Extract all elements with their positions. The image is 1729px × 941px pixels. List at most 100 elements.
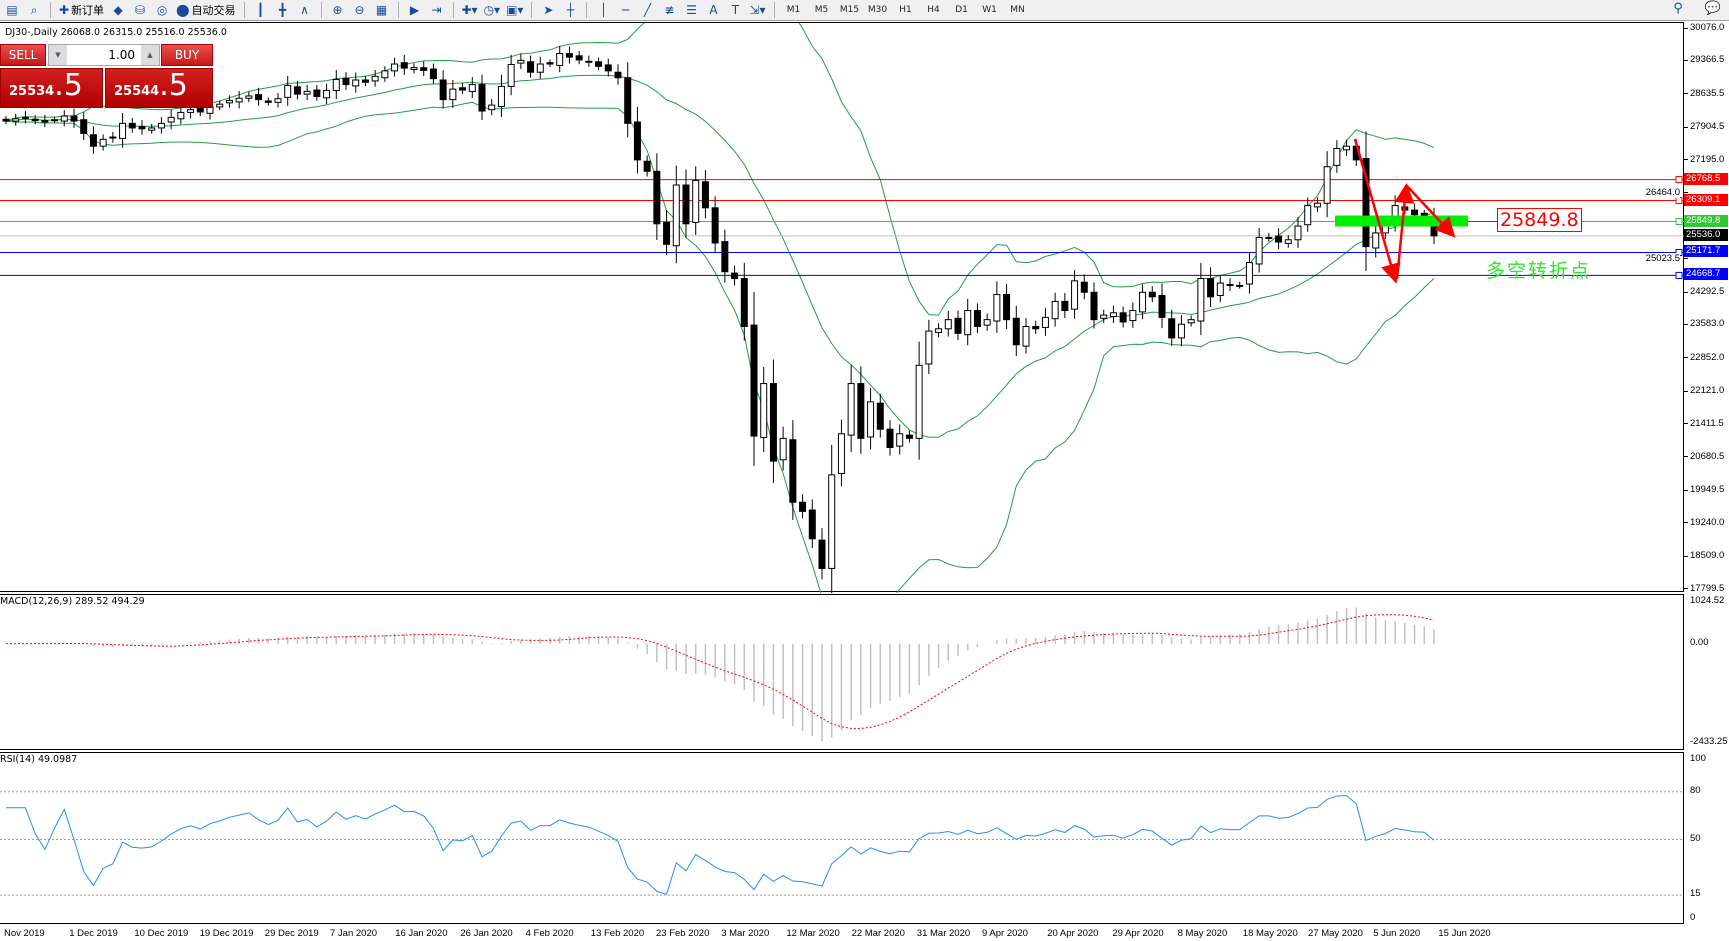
templates-button[interactable]: ▣▾ bbox=[504, 1, 525, 20]
new-chart-button[interactable]: ▤ bbox=[2, 1, 22, 20]
price-axis-tick bbox=[1684, 27, 1688, 29]
bullish-candle-body bbox=[187, 109, 195, 113]
bullish-candle-body bbox=[352, 79, 360, 87]
crosshair-button[interactable]: ┼ bbox=[560, 1, 580, 20]
bearish-candle-body bbox=[342, 77, 350, 86]
vertical-line-button[interactable]: │ bbox=[593, 1, 613, 20]
buy-button[interactable]: BUY bbox=[161, 44, 213, 66]
text-button[interactable]: A bbox=[703, 1, 723, 20]
candle bbox=[51, 116, 59, 124]
candle bbox=[468, 77, 476, 99]
candle bbox=[876, 393, 884, 438]
autoscroll-button[interactable]: ▶ bbox=[405, 1, 425, 20]
text-label-button[interactable]: T bbox=[725, 1, 745, 20]
chat-icon[interactable]: 💬 bbox=[1704, 1, 1721, 16]
candle bbox=[128, 118, 136, 133]
bearish-candle-body bbox=[80, 119, 88, 134]
zoom-in-button[interactable]: ⊕ bbox=[328, 1, 348, 20]
candlestick-button[interactable]: ╋ bbox=[273, 1, 293, 20]
metaeditor-button[interactable]: ◆ bbox=[108, 1, 128, 20]
candle bbox=[1022, 318, 1030, 354]
arrows-button[interactable]: ⇲▾ bbox=[747, 1, 767, 20]
cursor-button[interactable]: ➤ bbox=[538, 1, 558, 20]
timeframe-m15[interactable]: M15 bbox=[839, 5, 860, 15]
bullish-candle-body bbox=[915, 364, 923, 439]
indicators-button[interactable]: ✚▾ bbox=[460, 1, 480, 20]
bar-chart-button[interactable]: ┃ bbox=[251, 1, 271, 20]
equidistant-channel-button[interactable]: ≢ bbox=[659, 1, 679, 20]
timeframe-w1[interactable]: W1 bbox=[982, 5, 997, 15]
macd-pane[interactable]: MACD(12,26,9) 289.52 494.29 bbox=[0, 594, 1684, 750]
price-axis-label: 25023.5 bbox=[1634, 252, 1680, 264]
timeframe-mn[interactable]: MN bbox=[1010, 5, 1025, 15]
price-axis-label: 22121.0 bbox=[1690, 385, 1725, 397]
signal-icon: ◎ bbox=[156, 3, 168, 17]
candle bbox=[313, 85, 321, 101]
auto-trading-button[interactable]: ⬤ 自动交易 bbox=[174, 1, 237, 20]
bullish-candle-body bbox=[1284, 239, 1292, 244]
timeframe-m5[interactable]: M5 bbox=[814, 5, 829, 15]
bearish-candle-body bbox=[1411, 209, 1419, 216]
trendline-button[interactable]: ╱ bbox=[637, 1, 657, 20]
bearish-candle-body bbox=[439, 79, 447, 101]
candle bbox=[1207, 267, 1215, 308]
line-chart-button[interactable]: ∧ bbox=[295, 1, 315, 20]
candle bbox=[1041, 308, 1049, 336]
volume-increase-button[interactable]: ▲ bbox=[141, 45, 159, 65]
pivot-annotation-text[interactable]: 多空转折点 bbox=[1486, 260, 1592, 282]
candle bbox=[585, 55, 593, 67]
level-price-tag: 25171.7 bbox=[1684, 245, 1728, 258]
horizontal-line-button[interactable]: ─ bbox=[615, 1, 635, 20]
candle bbox=[692, 166, 700, 236]
fibonacci-button[interactable]: ☰ bbox=[681, 1, 701, 20]
zoom-search-button[interactable]: ⌕ bbox=[24, 1, 44, 20]
bullish-candle-body bbox=[99, 138, 107, 147]
bearish-candle-body bbox=[1362, 158, 1370, 248]
candle bbox=[148, 123, 156, 134]
bullish-candle-body bbox=[1294, 225, 1302, 241]
timeframe-d1[interactable]: D1 bbox=[955, 5, 968, 15]
bearish-candle-body bbox=[663, 221, 671, 245]
bearish-candle-body bbox=[731, 272, 739, 280]
new-order-button[interactable]: ✚ 新订单 bbox=[57, 1, 106, 20]
bullish-candle-body bbox=[536, 63, 544, 73]
zoom-out-button[interactable]: ⊖ bbox=[350, 1, 370, 20]
candle bbox=[944, 311, 952, 337]
candle bbox=[361, 75, 369, 87]
candle bbox=[420, 61, 428, 77]
toolbar-separator bbox=[320, 2, 322, 18]
buy-price-button[interactable]: 25544.5 bbox=[105, 68, 213, 108]
candle bbox=[633, 106, 641, 174]
timeframe-h4[interactable]: H4 bbox=[927, 5, 940, 15]
toolbar-label: 新订单 bbox=[71, 4, 105, 17]
signal-button[interactable]: ◎ bbox=[152, 1, 172, 20]
candle bbox=[1275, 228, 1283, 250]
search-icon[interactable]: ⚲ bbox=[1673, 1, 1683, 16]
bullish-candle-body bbox=[235, 97, 243, 103]
rsi-axis-label: 15 bbox=[1690, 888, 1701, 900]
timeframe-h1[interactable]: H1 bbox=[899, 5, 912, 15]
chart-shift-button[interactable]: ⇥ bbox=[427, 1, 447, 20]
candle bbox=[527, 55, 535, 78]
main-chart-pane[interactable] bbox=[0, 22, 1684, 593]
bearish-candle-body bbox=[643, 160, 651, 172]
candle bbox=[1090, 282, 1098, 329]
rsi-pane[interactable]: RSI(14) 49.0987 bbox=[0, 752, 1684, 924]
price-annotation-box[interactable]: 25849.8 bbox=[1497, 208, 1582, 232]
sell-price-button[interactable]: 25534.5 bbox=[0, 68, 103, 108]
candle bbox=[721, 229, 729, 283]
sell-button[interactable]: SELL bbox=[0, 44, 46, 66]
timeframe-m1[interactable]: M1 bbox=[786, 5, 801, 15]
rsi-title: RSI(14) 49.0987 bbox=[0, 754, 78, 765]
tile-windows-button[interactable]: ▦ bbox=[372, 1, 392, 20]
bearish-candle-body bbox=[595, 61, 603, 67]
bearish-candle-body bbox=[799, 501, 807, 512]
timeframe-m30[interactable]: M30 bbox=[867, 5, 888, 15]
volume-decrease-button[interactable]: ▼ bbox=[49, 45, 67, 65]
periods-clock-button[interactable]: ◷▾ bbox=[482, 1, 503, 20]
volume-input[interactable] bbox=[67, 48, 141, 62]
candle bbox=[672, 165, 680, 264]
down-arrow-drawing bbox=[1353, 138, 1401, 284]
database-button[interactable]: ⛁ bbox=[130, 1, 150, 20]
price-axis-label: 27904.5 bbox=[1690, 121, 1725, 133]
